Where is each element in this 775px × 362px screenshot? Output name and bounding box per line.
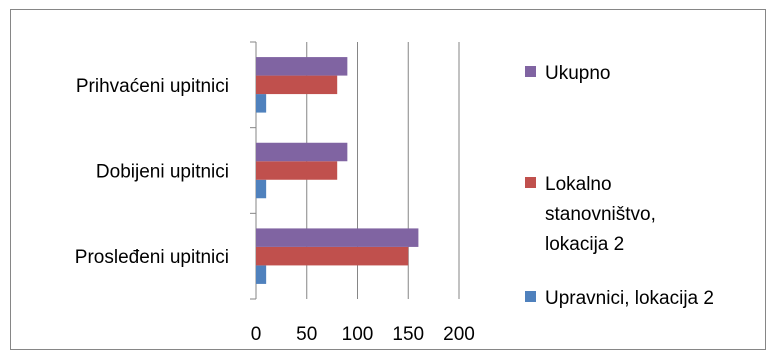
bar (256, 75, 338, 95)
chart-area (10, 9, 766, 350)
legend-label: lokacija 2 (545, 234, 624, 255)
bar (256, 228, 419, 247)
bar (256, 179, 267, 199)
bar (256, 161, 338, 180)
bar (256, 94, 267, 113)
legend-label: Ukupno (545, 63, 611, 84)
x-tick-label: 200 (443, 324, 475, 345)
x-tick-label: 50 (296, 324, 317, 345)
x-tick-label: 100 (342, 324, 374, 345)
legend-label: stanovništvo, (545, 204, 656, 225)
legend-swatch (525, 291, 536, 302)
legend-swatch (525, 66, 536, 77)
legend-label: Upravnici, lokacija 2 (545, 288, 714, 309)
category-label: Prosleđeni upitnici (75, 247, 229, 268)
legend-swatch (525, 177, 536, 188)
category-label: Dobijeni upitnici (96, 162, 229, 183)
bar (256, 246, 409, 266)
x-tick-label: 150 (392, 324, 424, 345)
x-tick-label: 0 (251, 324, 262, 345)
legend-label: Lokalno (545, 174, 612, 195)
bar (256, 57, 348, 76)
category-label: Prihvaćeni upitnici (76, 76, 229, 97)
bar (256, 265, 267, 284)
bar (256, 142, 348, 162)
